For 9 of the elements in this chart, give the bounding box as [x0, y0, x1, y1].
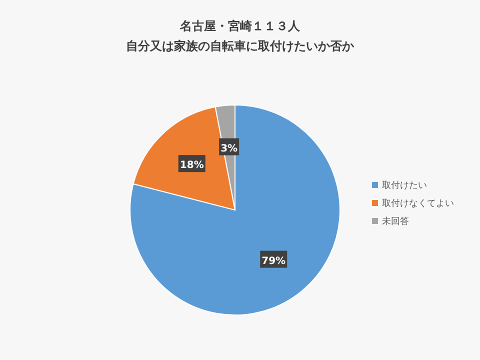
legend-label: 未回答: [382, 216, 409, 227]
legend-label: 取付けなくてよい: [382, 198, 454, 209]
legend-label: 取付けたい: [382, 180, 427, 191]
data-label: 79%: [262, 256, 286, 267]
chart-title: 名古屋・宮崎１１３人: [179, 19, 301, 33]
data-label: 3%: [220, 143, 238, 154]
chart-subtitle: 自分又は家族の自転車に取付けたいか否か: [126, 39, 355, 53]
pie-slice: [130, 104, 340, 316]
data-label: 18%: [180, 160, 204, 172]
